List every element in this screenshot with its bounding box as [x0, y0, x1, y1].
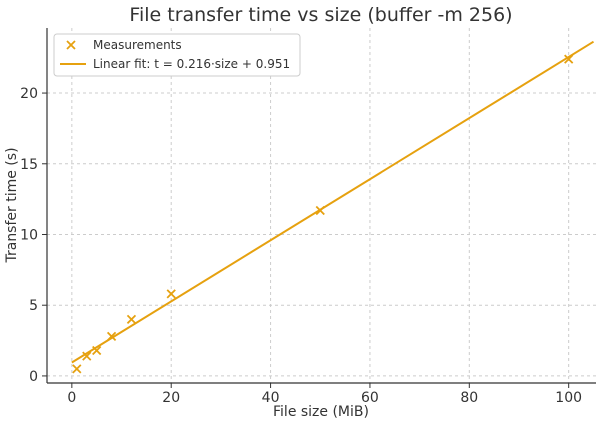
data-point	[166, 289, 176, 299]
fit-layer	[71, 40, 595, 364]
x-tick-label: 60	[361, 390, 379, 406]
x-axis-label: File size (MiB)	[273, 404, 369, 420]
y-tick-label: 5	[29, 298, 38, 314]
marker-stroke	[564, 54, 574, 64]
chart-title: File transfer time vs size (buffer -m 25…	[129, 4, 512, 26]
marker-stroke	[92, 345, 102, 356]
points-layer	[72, 54, 574, 374]
legend-box	[53, 33, 301, 77]
marker-stroke	[126, 314, 137, 324]
x-tick-label: 20	[162, 390, 180, 406]
x-tick-label: 100	[555, 390, 582, 406]
x-tick-label: 40	[262, 390, 280, 406]
grid-layer	[47, 28, 596, 383]
x-tick-label: 80	[460, 390, 478, 406]
x-tick-label: 0	[67, 390, 76, 406]
chart-legend: Measurements Linear fit: t = 0.216·size …	[53, 33, 301, 77]
axes-layer	[46, 28, 596, 384]
ticks-layer: 0 20 40 60 80 100 0 5 10 15 20	[20, 86, 582, 406]
legend-label-fit: Linear fit: t = 0.216·size + 0.951	[93, 57, 290, 71]
y-tick-label: 15	[20, 157, 38, 173]
data-point	[72, 364, 82, 374]
legend-label-measurements: Measurements	[93, 38, 182, 52]
data-point	[315, 205, 325, 216]
data-point	[92, 345, 102, 356]
y-axis-label: Transfer time (s)	[4, 147, 20, 263]
data-point	[126, 314, 137, 324]
marker-stroke	[66, 40, 76, 50]
marker-stroke	[166, 289, 176, 299]
data-point	[564, 54, 574, 64]
marker-stroke	[72, 364, 82, 374]
marker-stroke	[106, 331, 117, 341]
y-tick-label: 0	[29, 369, 38, 385]
marker-stroke	[315, 205, 325, 216]
legend-marker-measurements	[66, 40, 76, 50]
data-point	[82, 351, 92, 361]
data-point	[106, 331, 117, 341]
legend-x-marker	[66, 40, 76, 50]
marker-stroke	[82, 351, 92, 361]
y-tick-label: 20	[20, 86, 38, 102]
y-tick-label: 10	[20, 227, 38, 243]
fit-line	[71, 40, 595, 364]
